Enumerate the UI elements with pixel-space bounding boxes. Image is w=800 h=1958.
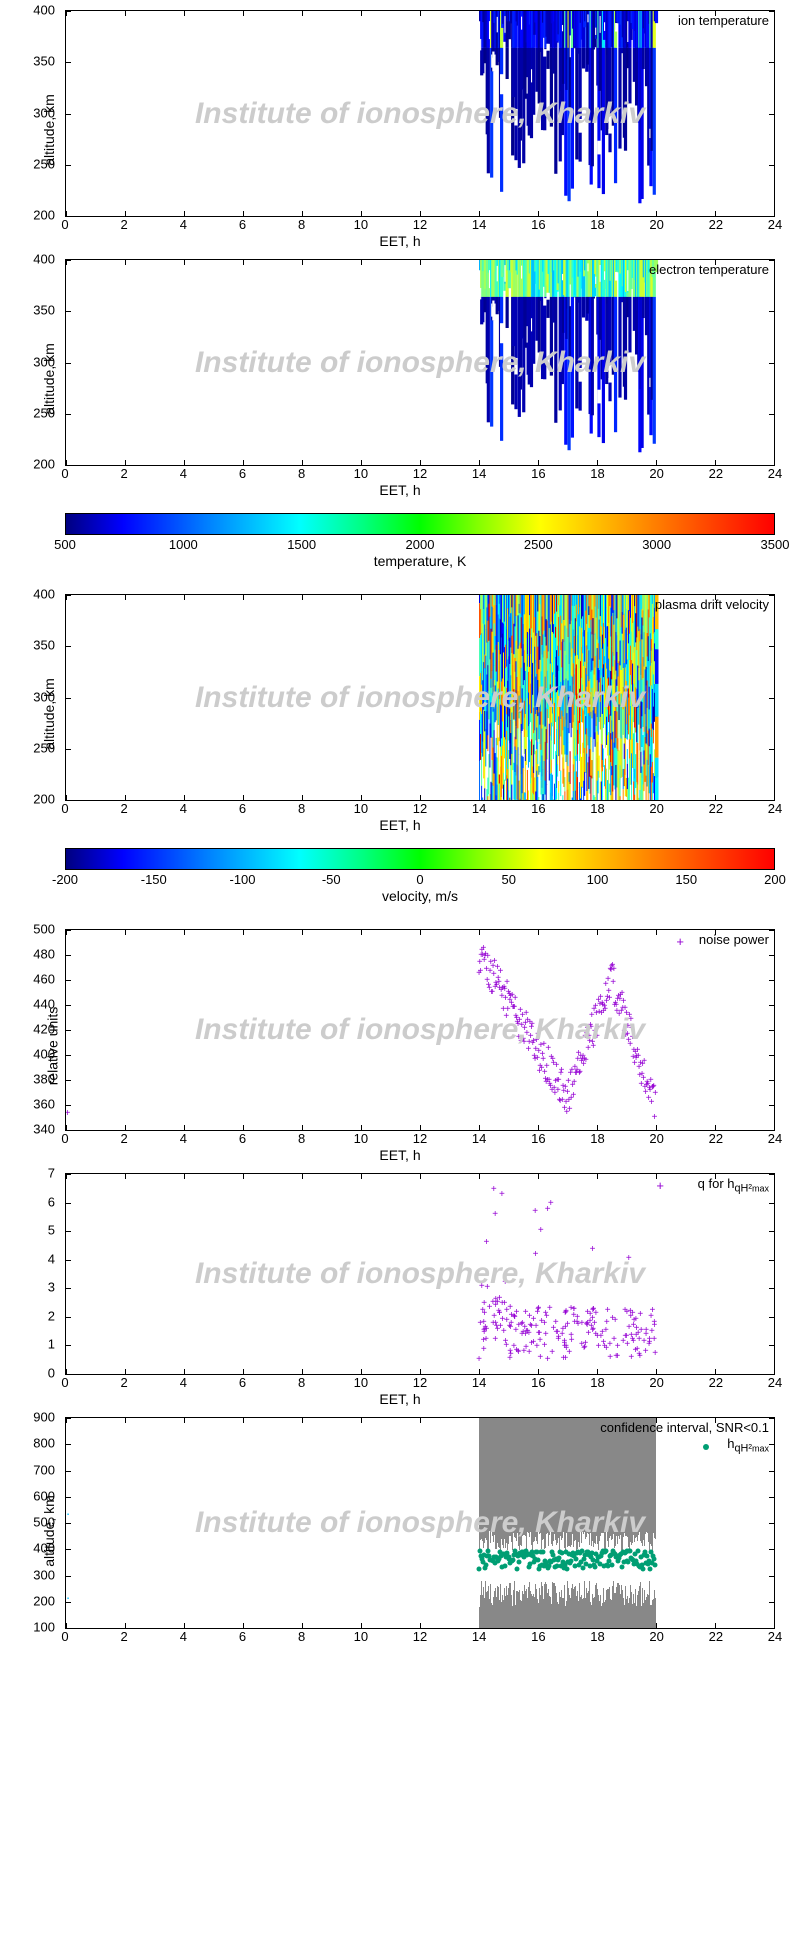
ion-temp-data	[66, 11, 774, 216]
colorbar-gradient	[65, 513, 775, 535]
colorbar-label: velocity, m/s	[65, 888, 775, 904]
watermark: Institute of ionosphere, Kharkiv	[195, 1257, 645, 1291]
yticks-elec: 200250300350400	[5, 259, 60, 464]
electron-temperature-panel: altitude, km 200250300350400 Institute o…	[5, 259, 795, 498]
yticks-drift: 200250300350400	[5, 594, 60, 799]
xlabel: EET, h	[5, 1147, 795, 1163]
panel-title: plasma drift velocity	[655, 597, 769, 612]
plasma-drift-data	[66, 595, 774, 800]
panel-title-1: confidence interval, SNR<0.1	[600, 1420, 769, 1435]
yticks-ion: 200250300350400	[5, 10, 60, 215]
electron-temp-data	[66, 260, 774, 465]
ion-temperature-panel: altitude, km 200250300350400 Institute o…	[5, 10, 795, 249]
colorbar-gradient	[65, 848, 775, 870]
xlabel: EET, h	[5, 482, 795, 498]
plasma-drift-panel: altitude, km 200250300350400 Institute o…	[5, 594, 795, 833]
xlabel: EET, h	[5, 233, 795, 249]
colorbar-ticks-vel: -200-150-100-50050100150200	[65, 870, 775, 888]
temperature-colorbar: 500100015002000250030003500 temperature,…	[65, 513, 775, 569]
confidence-plot: Institute of ionosphere, Kharkiv confide…	[65, 1417, 775, 1629]
q-height-panel: 01234567 Institute of ionosphere, Kharki…	[5, 1173, 795, 1407]
yticks-conf: 100200300400500600700800900	[5, 1417, 60, 1627]
confidence-panel: altitude, km 100200300400500600700800900…	[5, 1417, 795, 1645]
xticks-ion: 024681012141618202224	[65, 217, 775, 233]
xticks-elec: 024681012141618202224	[65, 466, 775, 482]
panel-title: ion temperature	[678, 13, 769, 28]
plasma-drift-plot: Institute of ionosphere, Kharkiv plasma …	[65, 594, 775, 801]
xlabel: EET, h	[5, 817, 795, 833]
yticks-noise: 340360380400420440460480500	[5, 929, 60, 1129]
legend-marker-point	[703, 1438, 709, 1453]
colorbar-label: temperature, K	[65, 553, 775, 569]
q-height-plot: Institute of ionosphere, Kharkiv q for h…	[65, 1173, 775, 1375]
panel-title: electron temperature	[649, 262, 769, 277]
velocity-colorbar: -200-150-100-50050100150200 velocity, m/…	[65, 848, 775, 904]
electron-temp-plot: Institute of ionosphere, Kharkiv electro…	[65, 259, 775, 466]
panel-title: q for hqH²max	[698, 1176, 769, 1195]
xticks-drift: 024681012141618202224	[65, 801, 775, 817]
panel-title: noise power	[699, 932, 769, 947]
yticks-q: 01234567	[5, 1173, 60, 1373]
panel-title-2: hqH²max	[727, 1436, 769, 1455]
ion-temp-plot: Institute of ionosphere, Kharkiv ion tem…	[65, 10, 775, 217]
xticks-noise: 024681012141618202224	[65, 1131, 775, 1147]
legend-marker: +	[656, 1178, 664, 1193]
legend-marker: +	[676, 934, 684, 949]
xticks-q: 024681012141618202224	[65, 1375, 775, 1391]
noise-power-panel: relative units 3403603804004204404604805…	[5, 929, 795, 1163]
noise-power-plot: Institute of ionosphere, Kharkiv noise p…	[65, 929, 775, 1131]
colorbar-ticks-temp: 500100015002000250030003500	[65, 535, 775, 553]
xticks-conf: 024681012141618202224	[65, 1629, 775, 1645]
xlabel: EET, h	[5, 1391, 795, 1407]
watermark: Institute of ionosphere, Kharkiv	[195, 1013, 645, 1047]
